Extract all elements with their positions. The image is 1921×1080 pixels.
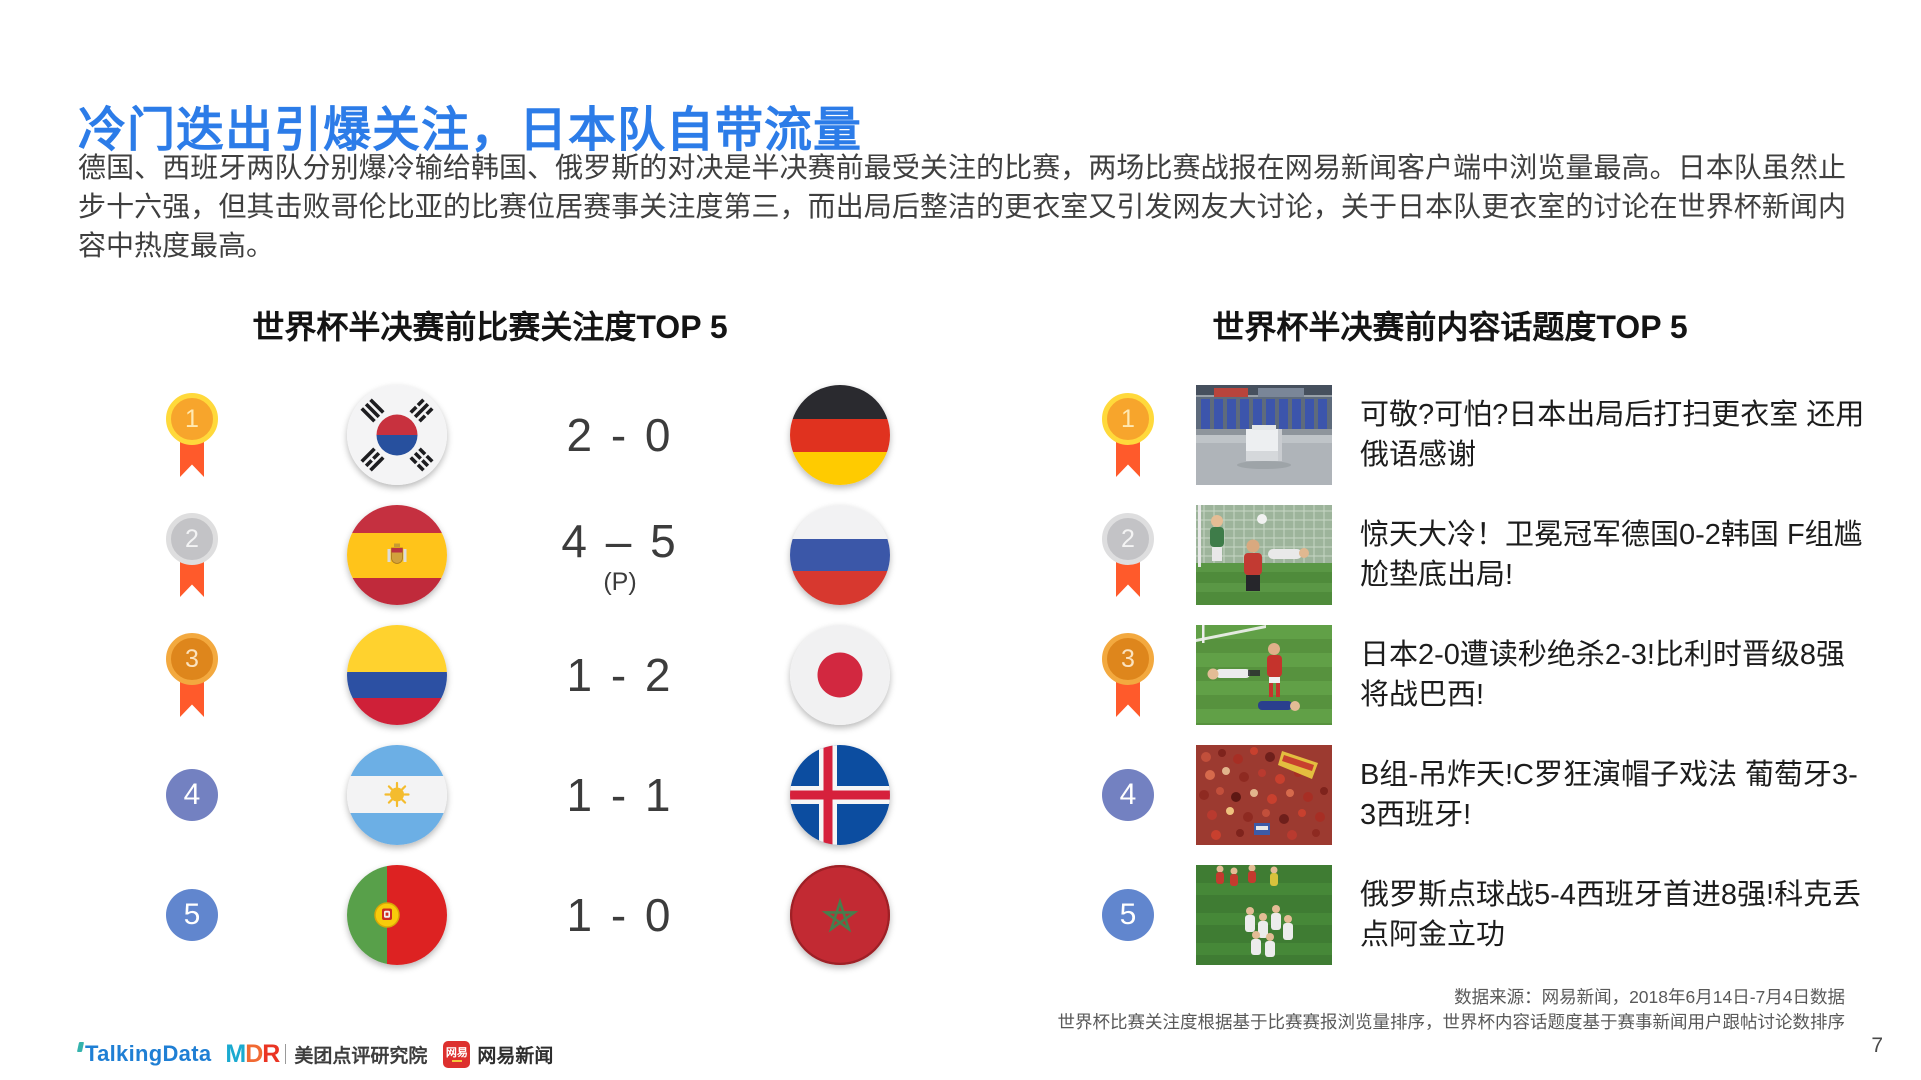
- data-source-line2: 世界杯比赛关注度根据基于比赛赛报浏览量排序，世界杯内容话题度基于赛事新闻用户跟帖…: [1057, 1012, 1846, 1032]
- news-title: 惊天大冷！卫冕冠军德国0-2韩国 F组尴尬垫底出局!: [1360, 519, 1863, 591]
- news-title: B组-吊炸天!C罗狂演帽子戏法 葡萄牙3-3西班牙!: [1360, 759, 1858, 831]
- news-row-4: 4 B组-吊炸天!C罗狂演帽子戏法 葡萄牙3-3西班牙!: [1090, 735, 1920, 855]
- news-row-5: 5 俄罗斯点球战5-4西班牙首进8强!科克丢点阿金立功: [1090, 855, 1920, 975]
- match-row-3: 3 1 - 2: [0, 615, 980, 735]
- news-title: 可敬?可怕?日本出局后打扫更衣室 还用俄语感谢: [1360, 399, 1865, 471]
- page-number: 7: [1871, 1034, 1883, 1057]
- match-row-4: 4 1 - 1: [0, 735, 980, 855]
- rank-3-medal-icon: 3: [166, 633, 218, 733]
- rank-2-medal-icon: 2: [166, 513, 218, 613]
- rank-number: 2: [1121, 524, 1135, 553]
- data-source-line1: 数据来源：网易新闻，2018年6月14日-7月4日数据: [1454, 987, 1845, 1007]
- flag-spain-icon: [347, 505, 447, 605]
- penalty-note: (P): [603, 567, 637, 596]
- page-title: 冷门迭出引爆关注，日本队自带流量: [78, 104, 863, 158]
- rank-number: 4: [1119, 778, 1137, 811]
- logo-divider: [285, 1044, 287, 1064]
- meituan-research-label: 美团点评研究院: [294, 1045, 428, 1067]
- rank-3-medal-icon: 3: [1102, 633, 1154, 733]
- flag-south-korea-icon: [347, 385, 447, 485]
- flag-colombia-icon: [347, 625, 447, 725]
- flag-japan-icon: [790, 625, 890, 725]
- right-section-title: 世界杯半决赛前内容话题度TOP 5: [1212, 309, 1688, 345]
- flag-argentina-icon: [347, 745, 447, 845]
- match-score: 1 - 2: [566, 649, 674, 701]
- match-score: 1 - 1: [566, 769, 674, 821]
- match-score: 2 - 0: [566, 409, 674, 461]
- news-title: 俄罗斯点球战5-4西班牙首进8强!科克丢点阿金立功: [1360, 879, 1862, 951]
- match-score: 4 – 5 (P): [561, 514, 679, 596]
- match-score: 1 - 0: [566, 889, 674, 941]
- match-row-1: 1 2 - 0: [0, 375, 980, 495]
- rank-number: 2: [185, 524, 199, 553]
- netease-icon-dots: [451, 1059, 462, 1062]
- talkingdata-tick-icon: [76, 1042, 85, 1052]
- photo-russia-spain-penalties: [1196, 865, 1332, 965]
- flag-morocco-icon: [790, 865, 890, 965]
- flag-germany-icon: [790, 385, 890, 485]
- photo-germany-korea-goal: [1196, 505, 1332, 605]
- news-row-1: 1 可敬?可怕?日本出局后打扫更衣室 还用俄语感谢: [1090, 375, 1920, 495]
- match-row-2: 2 4 – 5 (P): [0, 495, 980, 615]
- left-section-title: 世界杯半决赛前比赛关注度TOP 5: [252, 309, 728, 345]
- rank-number: 5: [1119, 898, 1137, 931]
- netease-app-icon: 网易: [443, 1040, 471, 1068]
- match-row-5: 5 1 - 0: [0, 855, 980, 975]
- netease-news-label: 网易新闻: [477, 1045, 554, 1067]
- rank-5-badge: 5: [166, 889, 218, 941]
- intro-paragraph: 德国、西班牙两队分别爆冷输给韩国、俄罗斯的对决是半决赛前最受关注的比赛，两场比赛…: [78, 152, 1846, 261]
- rank-5-badge: 5: [1102, 889, 1154, 941]
- photo-japan-belgium-pitch: [1196, 625, 1332, 725]
- flag-portugal-icon: [347, 865, 447, 965]
- rank-number: 4: [183, 778, 201, 811]
- mdr-logo: MDR: [225, 1039, 280, 1068]
- rank-number: 1: [1121, 404, 1135, 433]
- news-title: 日本2-0遭读秒绝杀2-3!比利时晋级8强将战巴西!: [1360, 639, 1846, 711]
- rank-number: 5: [183, 898, 201, 931]
- news-row-2: 2 惊天大冷！卫冕冠军德国0-2韩国 F组尴尬垫底出局!: [1090, 495, 1920, 615]
- rank-1-medal-icon: 1: [166, 393, 218, 493]
- rank-2-medal-icon: 2: [1102, 513, 1154, 613]
- news-row-3: 3 日本2-0遭读秒绝杀2-3!比利时晋级8强将战巴西!: [1090, 615, 1920, 735]
- footer-logos: TalkingData MDR 美团点评研究院 网易 网易新闻: [76, 1038, 554, 1070]
- photo-portugal-spain-fans: [1196, 745, 1332, 845]
- flag-iceland-icon: [790, 745, 890, 845]
- flag-russia-icon: [790, 505, 890, 605]
- talkingdata-logo: TalkingData: [76, 1041, 211, 1067]
- rank-number: 3: [1121, 644, 1135, 673]
- rank-1-medal-icon: 1: [1102, 393, 1154, 493]
- rank-4-badge: 4: [166, 769, 218, 821]
- rank-number: 1: [185, 404, 199, 433]
- rank-number: 3: [185, 644, 199, 673]
- rank-4-badge: 4: [1102, 769, 1154, 821]
- photo-japan-locker-room: [1196, 385, 1332, 485]
